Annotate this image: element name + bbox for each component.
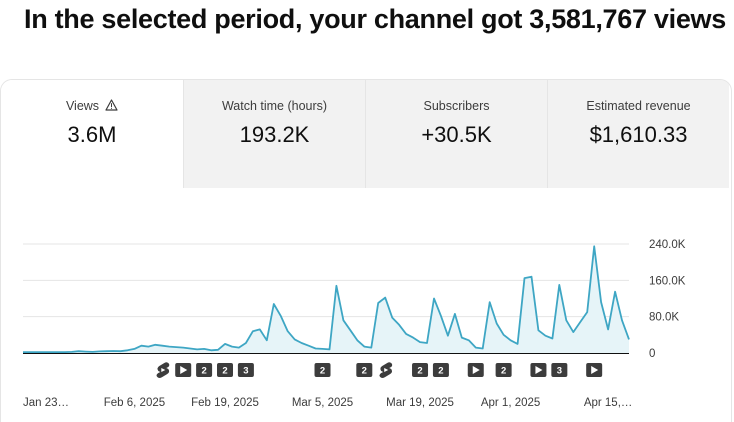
views-series-line	[23, 245, 630, 353]
tab-watch-time-value: 193.2K	[239, 122, 310, 147]
shorts-icon-play	[384, 368, 389, 372]
views-area	[23, 246, 629, 353]
x-tick-label: Mar 19, 2025	[386, 397, 454, 409]
video-count-marker[interactable]	[412, 363, 429, 377]
video-count-marker[interactable]	[237, 363, 254, 377]
video-count-label: 2	[438, 366, 443, 377]
tab-estimated-revenue[interactable]: Estimated revenue $1,610.33	[547, 80, 729, 188]
tab-views-label: Views	[65, 99, 100, 113]
video-count-label: 3	[557, 366, 562, 377]
play-icon	[591, 366, 599, 374]
video-count-label: 2	[320, 366, 325, 377]
play-icon	[180, 366, 188, 374]
x-tick-label: Apr 15,…	[584, 397, 633, 409]
shorts-icon-play	[161, 368, 166, 372]
warning-icon[interactable]	[105, 99, 118, 111]
y-tick-label: 0	[649, 348, 655, 360]
video-count-label: 2	[362, 366, 367, 377]
x-tick-label: Feb 19, 2025	[191, 397, 259, 409]
y-tick-label: 240.0K	[649, 239, 686, 251]
video-count-label: 2	[222, 366, 227, 377]
analytics-card: Views 3.6M Watch time (hours) 193.2K Sub…	[0, 79, 732, 422]
tab-views-value: 3.6M	[67, 122, 117, 147]
x-tick-label: Feb 6, 2025	[104, 397, 165, 409]
tab-subscribers[interactable]: Subscribers +30.5K	[365, 80, 547, 188]
tab-watch-time[interactable]: Watch time (hours) 193.2K	[183, 80, 365, 188]
play-icon	[535, 366, 543, 374]
video-count-marker[interactable]	[196, 363, 213, 377]
video-count-marker[interactable]	[495, 363, 512, 377]
video-count-label: 3	[243, 366, 248, 377]
tab-subscribers-value: +30.5K	[421, 122, 492, 147]
page-headline: In the selected period, your channel got…	[24, 4, 726, 34]
tab-subscribers-label: Subscribers	[423, 99, 490, 113]
views-chart-svg: 240.0K 160.0K 80.0K 0 2 2 3 2 2 2 2 2 3 Jan 23… Feb 6,…	[23, 239, 686, 409]
shorts-icon[interactable]	[379, 362, 393, 378]
y-tick-label: 160.0K	[649, 275, 686, 287]
metric-tabs: Views 3.6M Watch time (hours) 193.2K Sub…	[1, 80, 731, 188]
tab-revenue-label: Estimated revenue	[586, 99, 691, 113]
tab-views[interactable]: Views 3.6M	[1, 80, 183, 188]
video-count-label: 2	[201, 366, 206, 377]
video-count-marker[interactable]	[356, 363, 373, 377]
tab-views-label-row: Views	[1, 98, 183, 114]
tab-revenue-value: $1,610.33	[589, 122, 688, 147]
views-chart[interactable]: 240.0K 160.0K 80.0K 0 2 2 3 2 2 2 2 2 3 Jan 23… Feb 6,…	[1, 188, 731, 422]
video-count-label: 2	[417, 366, 422, 377]
video-count-marker[interactable]	[217, 363, 233, 377]
video-count-label: 2	[501, 366, 506, 377]
y-tick-label: 80.0K	[649, 312, 679, 324]
video-count-marker[interactable]	[314, 363, 331, 377]
x-tick-label: Apr 1, 2025	[481, 397, 540, 409]
shorts-icon[interactable]	[156, 362, 170, 378]
x-tick-label: Jan 23…	[23, 397, 69, 409]
play-icon	[472, 366, 480, 374]
x-tick-label: Mar 5, 2025	[292, 397, 353, 409]
video-count-marker[interactable]	[432, 363, 449, 377]
video-count-marker[interactable]	[551, 363, 568, 377]
tab-watch-time-label: Watch time (hours)	[221, 99, 328, 113]
